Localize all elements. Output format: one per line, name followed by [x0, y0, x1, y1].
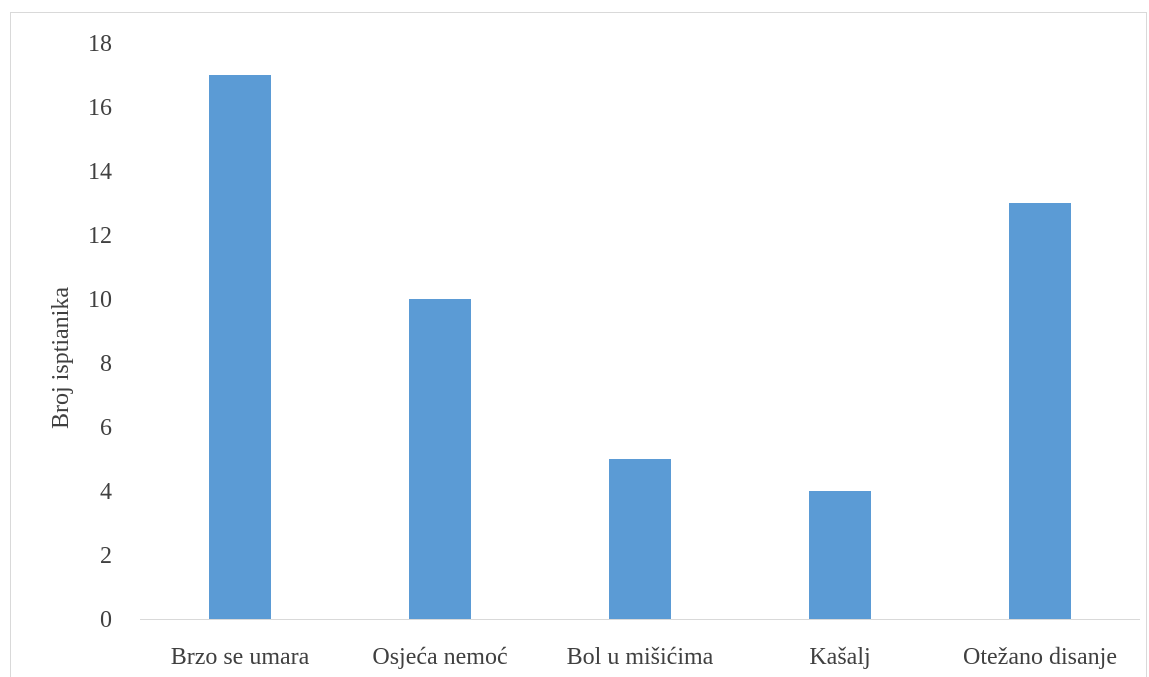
y-axis-title: Broj isptianika [48, 287, 74, 429]
y-tick-label: 18 [88, 31, 112, 57]
bar [409, 299, 471, 619]
bar [609, 459, 671, 619]
y-tick-label: 6 [100, 415, 112, 441]
x-category-label: Otežano disanje [963, 644, 1117, 670]
y-tick-label: 4 [100, 479, 112, 505]
chart-frame [10, 12, 1147, 677]
y-tick-label: 16 [88, 95, 112, 121]
y-axis-ticks: 0 2 4 6 8 10 12 14 16 18 [88, 31, 112, 633]
bar [809, 491, 871, 619]
x-category-label: Kašalj [809, 644, 870, 670]
y-tick-label: 2 [100, 543, 112, 569]
x-category-label: Bol u mišićima [567, 644, 714, 670]
bar [209, 75, 271, 619]
y-tick-label: 0 [100, 607, 112, 633]
y-tick-label: 14 [88, 159, 112, 185]
y-tick-label: 10 [88, 287, 112, 313]
x-category-label: Osjeća nemoć [372, 644, 507, 670]
x-category-label: Brzo se umara [171, 644, 310, 670]
x-axis-labels: Brzo se umara Osjeća nemoć Bol u mišićima K… [171, 644, 1117, 670]
bar [1009, 203, 1071, 619]
y-tick-label: 8 [100, 351, 112, 377]
bars [209, 75, 1071, 619]
y-tick-label: 12 [88, 223, 112, 249]
